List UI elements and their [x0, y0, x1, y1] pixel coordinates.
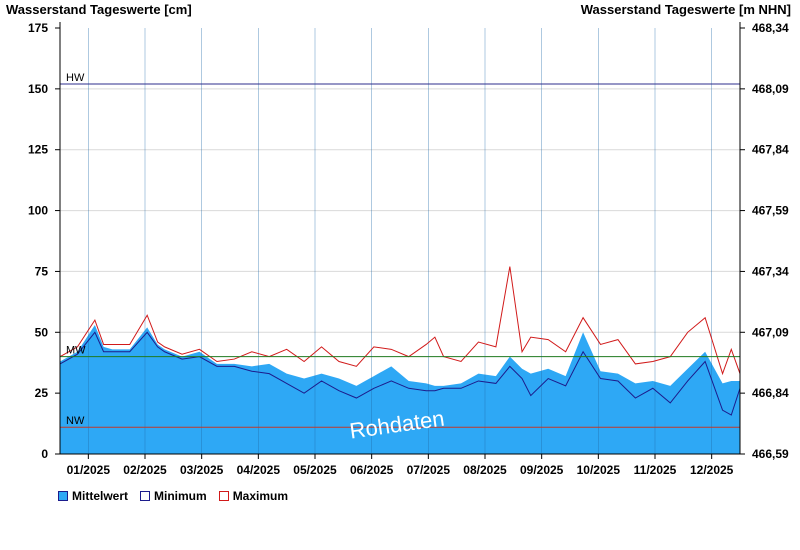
- y-right-tick-label: 468,09: [752, 82, 789, 96]
- gridlines: [60, 88, 740, 394]
- reference-label-nw: NW: [66, 415, 85, 427]
- y-right-tick-label: 466,84: [752, 386, 789, 400]
- x-tick-label: 06/2025: [350, 463, 394, 477]
- y-left-tick-label: 75: [35, 264, 49, 278]
- y-axis-right-title: Wasserstand Tageswerte [m NHN]: [581, 2, 791, 17]
- legend-label-mittelwert: Mittelwert: [72, 489, 129, 503]
- legend-item-minimum: Minimum: [140, 489, 207, 503]
- y-right-tick-label: 468,34: [752, 21, 789, 35]
- legend-label-maximum: Maximum: [232, 489, 289, 503]
- x-tick-label: 01/2025: [67, 463, 111, 477]
- legend: Mittelwert Minimum Maximum: [58, 489, 288, 503]
- reference-label-mw: MW: [66, 345, 86, 357]
- y-left-tick-label: 175: [28, 21, 48, 35]
- reference-label-hw: HW: [66, 72, 85, 84]
- y-left-tick-label: 0: [41, 447, 48, 461]
- y-axis-right-ticks: 468,34 468,09 467,84 467,59 467,34 467,09 466,…: [740, 21, 789, 461]
- y-left-tick-label: 150: [28, 82, 48, 96]
- axes: [55, 22, 745, 455]
- x-tick-label: 10/2025: [577, 463, 621, 477]
- x-tick-label: 11/2025: [634, 463, 677, 477]
- x-tick-label: 05/2025: [293, 463, 337, 477]
- y-axis-left-title: Wasserstand Tageswerte [cm]: [6, 2, 192, 17]
- y-left-tick-label: 50: [35, 325, 49, 339]
- legend-swatch-minimum: [140, 491, 151, 501]
- y-left-tick-label: 100: [28, 204, 48, 218]
- mittelwert-area-group: [60, 324, 740, 454]
- x-tick-label: 08/2025: [463, 463, 507, 477]
- x-tick-label: 02/2025: [123, 463, 167, 477]
- legend-item-maximum: Maximum: [218, 489, 289, 503]
- x-tick-label: 03/2025: [180, 463, 224, 477]
- y-right-tick-label: 467,09: [752, 325, 789, 339]
- month-divider-lines: [88, 28, 712, 454]
- x-tick-label: 07/2025: [407, 463, 451, 477]
- series-area-mittelwert: [60, 324, 740, 454]
- y-left-tick-label: 25: [35, 386, 49, 400]
- reference-lines: HW MW NW: [60, 72, 740, 428]
- x-tick-label: 04/2025: [237, 463, 281, 477]
- y-right-tick-label: 466,59: [752, 447, 789, 461]
- y-left-tick-label: 125: [28, 143, 48, 157]
- y-right-tick-label: 467,84: [752, 143, 789, 157]
- x-tick-label: 09/2025: [520, 463, 564, 477]
- x-tick-label: 12/2025: [690, 463, 734, 477]
- y-right-tick-label: 467,34: [752, 264, 789, 278]
- legend-swatch-maximum: [218, 491, 229, 501]
- y-right-tick-label: 467,59: [752, 204, 789, 218]
- legend-swatch-mittelwert: [58, 491, 68, 501]
- y-axis-left-ticks: 175 150 125 100 75 50 25 0: [28, 21, 60, 461]
- x-axis-ticks: 01/2025 02/2025 03/2025 04/2025 05/2025 06/20…: [67, 454, 734, 477]
- legend-label-minimum: Minimum: [154, 489, 207, 503]
- series-line-minimum: [59, 331, 741, 416]
- legend-item-mittelwert: Mittelwert: [58, 489, 128, 503]
